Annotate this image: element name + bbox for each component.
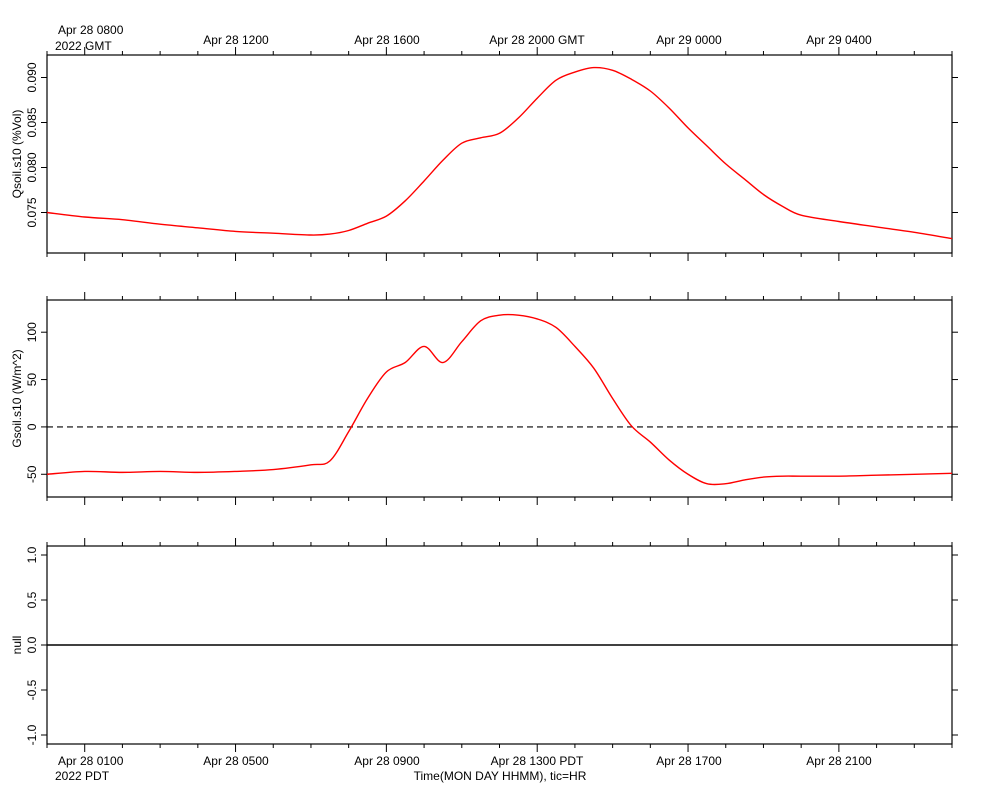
bottom-axis-first-label-line2: 2022 PDT xyxy=(55,769,110,783)
x-axis-title: Time(MON DAY HHMM), tic=HR xyxy=(414,769,587,783)
plot-frame xyxy=(46,299,953,498)
series-line xyxy=(46,313,953,486)
y-tick-label: 0 xyxy=(25,423,39,430)
y-tick-label: 0.075 xyxy=(25,197,39,227)
y-tick-label: 0.5 xyxy=(25,591,39,608)
y-axis-title: null xyxy=(10,636,24,655)
bottom-axis-label: Apr 28 0900 xyxy=(354,754,420,768)
bottom-axis-label: Apr 28 1700 xyxy=(656,754,722,768)
y-tick-label: 0.090 xyxy=(25,62,39,92)
bottom-axis-labels: Apr 28 0100 2022 PDT Apr 28 0500 Apr 28 … xyxy=(55,754,872,783)
y-tick-label: -1.0 xyxy=(25,724,39,745)
bottom-axis-label: Apr 28 1300 PDT xyxy=(491,754,584,768)
plot-frame xyxy=(46,54,953,254)
y-tick-label: -50 xyxy=(25,465,39,483)
y-tick-label: 0.0 xyxy=(25,636,39,653)
panel-null: -1.0 -0.5 0.0 0.5 1.0 null xyxy=(10,538,958,752)
top-axis-label: Apr 28 2000 GMT xyxy=(489,33,585,47)
y-tick-label: -0.5 xyxy=(25,679,39,700)
y-tick-label: 100 xyxy=(25,322,39,342)
series-line xyxy=(46,66,953,240)
y-tick-label: 1.0 xyxy=(25,546,39,563)
bottom-axis-label: Apr 28 0500 xyxy=(203,754,269,768)
top-axis-label: Apr 29 0000 xyxy=(656,33,722,47)
top-axis-labels: Apr 28 0800 2022 GMT Apr 28 1200 Apr 28 … xyxy=(55,23,872,53)
top-axis-label: Apr 28 1600 xyxy=(354,33,420,47)
top-axis-first-label-line1: Apr 28 0800 xyxy=(58,23,124,37)
y-tick-label: 50 xyxy=(25,373,39,387)
y-axis-title: Gsoil.s10 (W/m^2) xyxy=(10,349,24,447)
y-tick-label: 0.080 xyxy=(25,152,39,182)
bottom-axis-first-label-line1: Apr 28 0100 xyxy=(58,754,124,768)
y-axis-title: Qsoil.s10 (%Vol) xyxy=(10,110,24,199)
top-axis-first-label-line2: 2022 GMT xyxy=(55,39,112,53)
panel-qsoil: 0.075 0.080 0.085 0.090 Qsoil.s10 (%Vol) xyxy=(10,47,958,261)
y-tick-label: 0.085 xyxy=(25,107,39,137)
bottom-axis-label: Apr 28 2100 xyxy=(806,754,872,768)
top-axis-label: Apr 28 1200 xyxy=(203,33,269,47)
top-axis-label: Apr 29 0400 xyxy=(806,33,872,47)
